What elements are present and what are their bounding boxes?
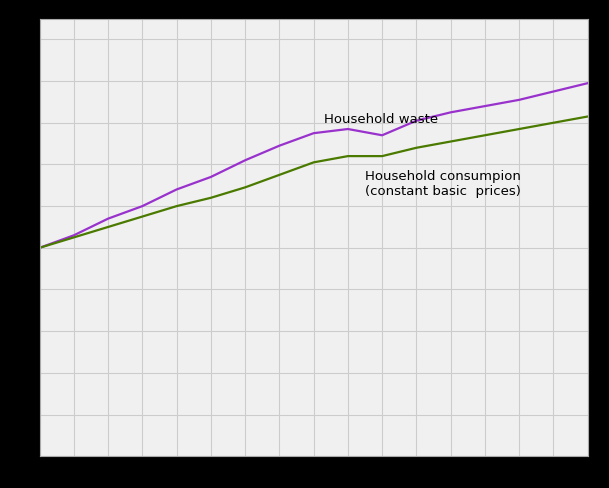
Text: Household consumpion
(constant basic  prices): Household consumpion (constant basic pri… bbox=[365, 169, 521, 197]
Text: Household waste: Household waste bbox=[324, 113, 438, 125]
